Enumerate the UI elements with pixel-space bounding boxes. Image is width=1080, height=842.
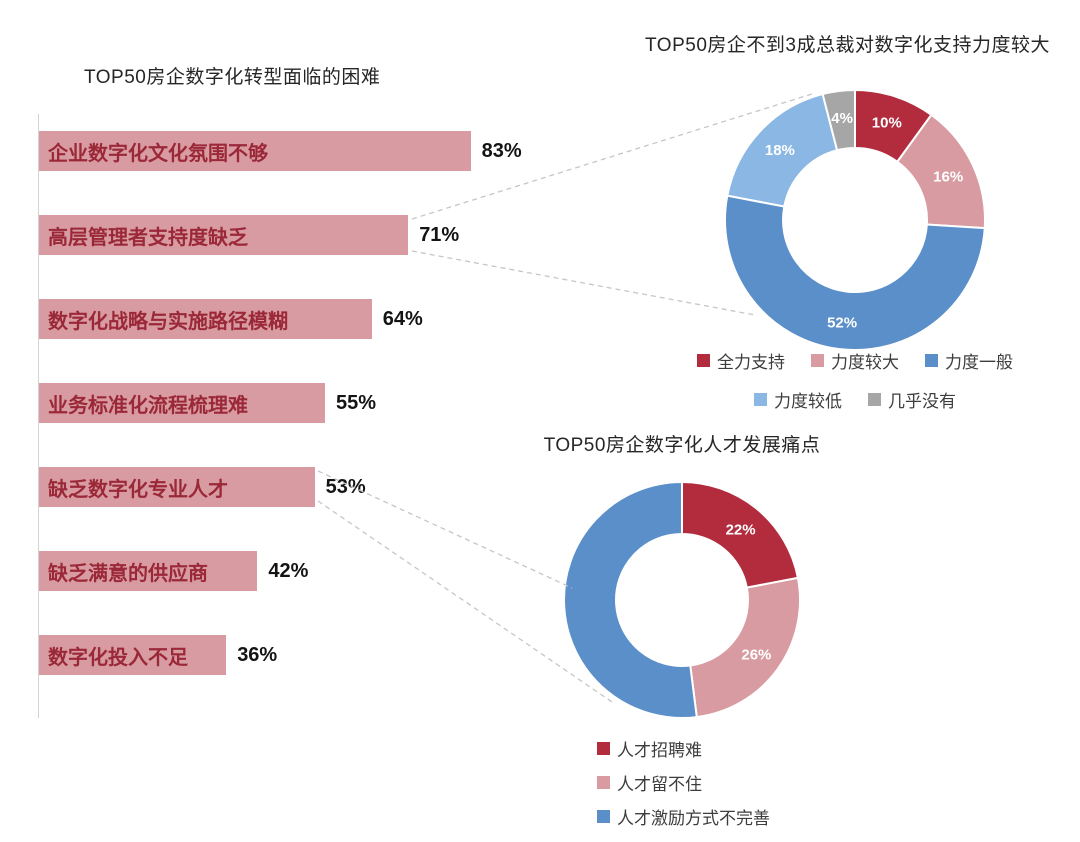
donut-support-title: TOP50房企不到3成总裁对数字化支持力度较大 [645,35,1050,56]
bar-value-label: 42% [268,559,309,582]
legend-swatch [754,393,767,406]
bar-value-label: 36% [237,643,278,666]
legend-label: 人才激励方式不完善 [617,809,770,828]
donut-talent-legend: 人才招聘难人才留不住人才激励方式不完善 [597,736,770,829]
bar-row: 高层管理者支持度缺乏 71% [39,215,522,255]
legend-item-力度较低: 力度较低 [754,387,842,412]
bar-category-label: 业务标准化流程梳理难 [48,394,248,417]
legend-item-人才留不住: 人才留不住 [597,770,702,795]
donut-chart-talent-pain: 22% 26% [563,480,801,719]
bar-row: 业务标准化流程梳理难 55% [39,383,522,423]
bar-row: 企业数字化文化氛围不够 83% [39,131,522,171]
bar-value-label: 83% [481,139,522,162]
bar-chart-title: TOP50房企数字化转型面临的困难 [84,67,381,88]
donut-slice-力度一般 [724,194,986,351]
donut-slice-pct-label: 18% [765,142,795,159]
legend-item-几乎没有: 几乎没有 [868,387,956,412]
legend-row: 人才留不住 [597,770,770,795]
legend-label: 力度一般 [945,353,1013,372]
bar-36pct: 数字化投入不足 [39,635,227,675]
bar-row: 缺乏满意的供应商 42% [39,551,522,591]
y-axis-line [38,114,39,718]
bar-category-label: 高层管理者支持度缺乏 [48,226,248,249]
legend-label: 全力支持 [717,353,785,372]
bar-value-label: 55% [336,391,377,414]
legend-swatch [597,810,610,823]
donut-slice-pct-label: 10% [872,114,902,131]
legend-label: 几乎没有 [888,392,956,411]
donut-slice-几乎没有 [821,88,856,152]
bar-category-label: 数字化战略与实施路径模糊 [48,310,288,333]
legend-row: 人才激励方式不完善 [597,804,770,829]
bar-55pct: 业务标准化流程梳理难 [39,383,325,423]
bar-71pct: 高层管理者支持度缺乏 [39,215,409,255]
legend-row: 全力支持 力度较大 力度一般 [630,348,1080,373]
bar-value-label: 64% [382,307,423,330]
donut-slice-人才激励方式不完善 [563,480,698,719]
legend-item-人才激励方式不完善: 人才激励方式不完善 [597,804,770,829]
bar-42pct: 缺乏满意的供应商 [39,551,258,591]
donut-slice-pct-label: 26% [741,646,771,663]
legend-swatch [868,393,881,406]
legend-swatch [597,776,610,789]
legend-row: 人才招聘难 [597,736,770,761]
legend-swatch [811,354,824,367]
donut-slice-人才留不住 [689,576,801,719]
legend-row: 力度较低 几乎没有 [630,387,1080,412]
legend-label: 人才招聘难 [617,741,702,760]
donut-support-legend: 全力支持 力度较大 力度一般力度较低 几乎没有 [630,348,1080,412]
legend-swatch [597,742,610,755]
bar-category-label: 数字化投入不足 [48,646,188,669]
donut-chart-ceo-support: 10% 16% 52% 18% 4% [724,88,986,351]
legend-item-人才招聘难: 人才招聘难 [597,736,702,761]
bar-53pct: 缺乏数字化专业人才 [39,467,315,507]
bar-row: 数字化投入不足 36% [39,635,522,675]
bar-category-label: 缺乏数字化专业人才 [48,478,228,501]
legend-label: 力度较大 [831,353,899,372]
bar-category-label: 缺乏满意的供应商 [48,562,208,585]
legend-swatch [925,354,938,367]
legend-swatch [697,354,710,367]
bar-83pct: 企业数字化文化氛围不够 [39,131,471,171]
donut-slice-pct-label: 4% [831,110,853,127]
donut-slice-pct-label: 22% [726,521,756,538]
bar-value-label: 71% [419,223,460,246]
legend-item-力度较大: 力度较大 [811,348,899,373]
bar-row: 缺乏数字化专业人才 53% [39,467,522,507]
legend-item-全力支持: 全力支持 [697,348,785,373]
legend-label: 人才留不住 [617,775,702,794]
donut-talent-title: TOP50房企数字化人才发展痛点 [543,435,821,456]
donut-slice-pct-label: 16% [933,168,963,185]
donut-slice-pct-label: 52% [827,314,857,331]
bar-chart: 企业数字化文化氛围不够 83% 高层管理者支持度缺乏 71% 数字化战略与实施路径模糊 6… [39,131,522,675]
bar-64pct: 数字化战略与实施路径模糊 [39,299,372,339]
bar-category-label: 企业数字化文化氛围不够 [48,142,268,165]
legend-label: 力度较低 [774,392,842,411]
legend-item-力度一般: 力度一般 [925,348,1013,373]
bar-row: 数字化战略与实施路径模糊 64% [39,299,522,339]
bar-value-label: 53% [325,475,366,498]
donut-slice-人才招聘难 [681,480,800,589]
